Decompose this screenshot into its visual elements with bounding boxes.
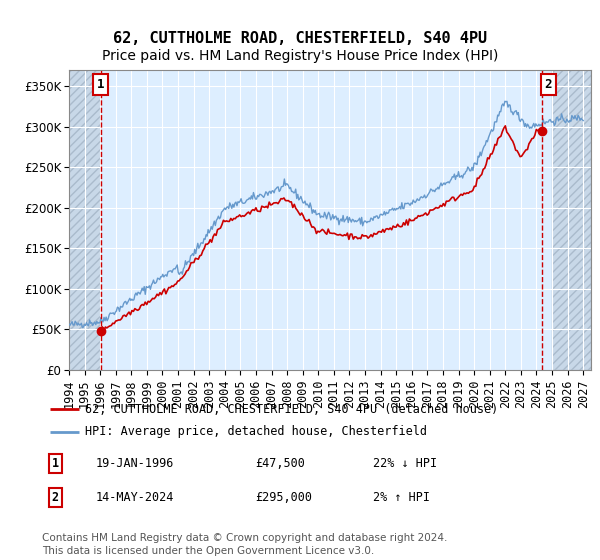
Text: 19-JAN-1996: 19-JAN-1996 [95,456,174,470]
Text: 62, CUTTHOLME ROAD, CHESTERFIELD, S40 4PU (detached house): 62, CUTTHOLME ROAD, CHESTERFIELD, S40 4P… [85,403,498,416]
Text: 22% ↓ HPI: 22% ↓ HPI [373,456,437,470]
Text: £295,000: £295,000 [256,491,313,503]
Text: Contains HM Land Registry data © Crown copyright and database right 2024.: Contains HM Land Registry data © Crown c… [42,533,448,543]
Text: 1: 1 [97,78,104,91]
Text: 62, CUTTHOLME ROAD, CHESTERFIELD, S40 4PU: 62, CUTTHOLME ROAD, CHESTERFIELD, S40 4P… [113,31,487,46]
Text: This data is licensed under the Open Government Licence v3.0.: This data is licensed under the Open Gov… [42,546,374,556]
Text: HPI: Average price, detached house, Chesterfield: HPI: Average price, detached house, Ches… [85,426,427,438]
Text: 14-MAY-2024: 14-MAY-2024 [95,491,174,503]
Text: 2: 2 [545,78,552,91]
Text: 1: 1 [52,456,59,470]
Text: 2% ↑ HPI: 2% ↑ HPI [373,491,430,503]
Text: £47,500: £47,500 [256,456,305,470]
Text: 2: 2 [52,491,59,503]
Text: Price paid vs. HM Land Registry's House Price Index (HPI): Price paid vs. HM Land Registry's House … [102,49,498,63]
